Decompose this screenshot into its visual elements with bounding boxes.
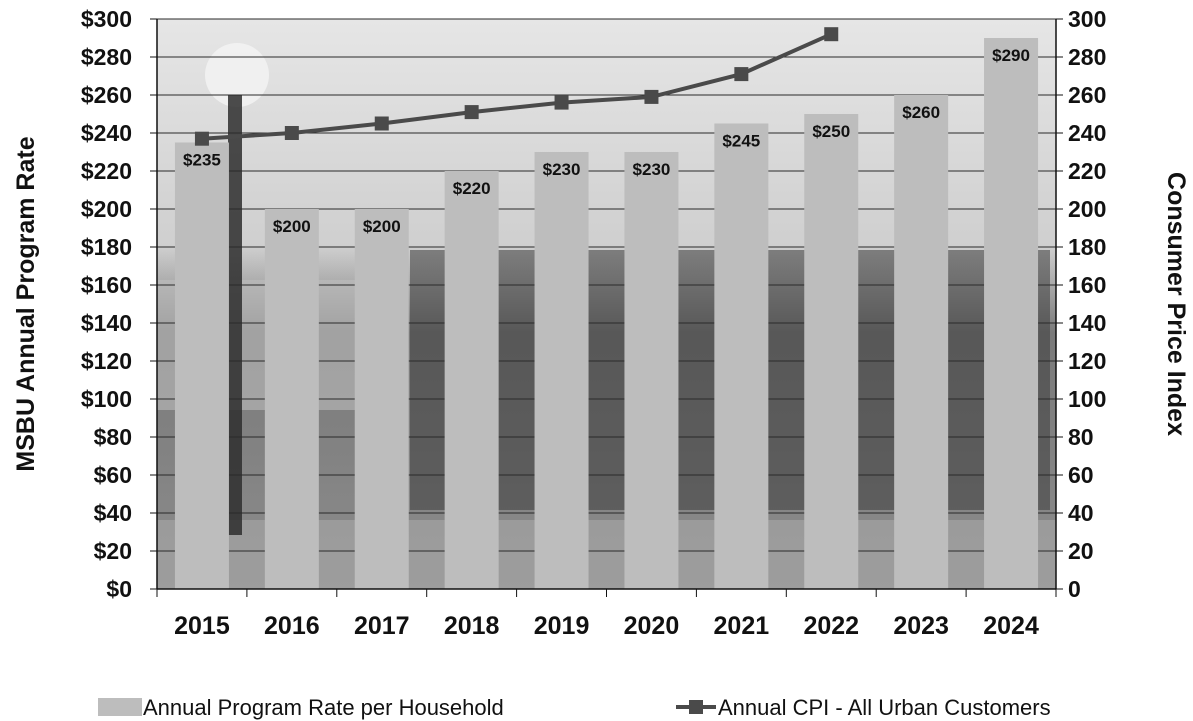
cpi-point-2022 xyxy=(824,27,839,42)
bar-label-2019: $230 xyxy=(543,160,581,179)
left-tick-label: $80 xyxy=(94,424,132,450)
bar-series xyxy=(174,38,1039,589)
right-tick-label: 200 xyxy=(1068,196,1106,222)
right-tick-label: 300 xyxy=(1068,6,1106,32)
bar-2024 xyxy=(984,38,1039,589)
legend: Annual Program Rate per Household Annual… xyxy=(98,695,1051,720)
cpi-point-2018 xyxy=(464,105,479,120)
cpi-point-2017 xyxy=(374,116,389,131)
bar-label-2018: $220 xyxy=(453,179,491,198)
bar-2017 xyxy=(354,209,409,589)
bar-label-2021: $245 xyxy=(722,132,760,151)
right-tick-label: 240 xyxy=(1068,120,1106,146)
left-tick-label: $260 xyxy=(81,82,132,108)
x-tick-label-2020: 2020 xyxy=(624,612,680,640)
x-tick-label-2017: 2017 xyxy=(354,612,410,640)
x-tick-label-2016: 2016 xyxy=(264,612,320,640)
left-tick-label: $0 xyxy=(106,576,132,602)
left-tick-label: $180 xyxy=(81,234,132,260)
right-tick-label: 260 xyxy=(1068,82,1106,108)
legend-line-marker xyxy=(689,700,703,714)
left-tick-label: $240 xyxy=(81,120,132,146)
right-tick-label: 280 xyxy=(1068,44,1106,70)
right-tick-label: 120 xyxy=(1068,348,1106,374)
left-tick-label: $280 xyxy=(81,44,132,70)
right-tick-label: 140 xyxy=(1068,310,1106,336)
left-tick-label: $40 xyxy=(94,500,132,526)
left-tick-label: $120 xyxy=(81,348,132,374)
right-tick-label: 160 xyxy=(1068,272,1106,298)
bar-2018 xyxy=(444,171,499,589)
bar-2020 xyxy=(624,152,679,589)
right-tick-label: 60 xyxy=(1068,462,1094,488)
cpi-line-series xyxy=(194,27,839,146)
left-tick-label: $200 xyxy=(81,196,132,222)
left-tick-label: $300 xyxy=(81,6,132,32)
right-tick-label: 220 xyxy=(1068,158,1106,184)
left-tick-label: $100 xyxy=(81,386,132,412)
left-tick-label: $220 xyxy=(81,158,132,184)
bar-label-2024: $290 xyxy=(992,46,1030,65)
right-tick-label: 0 xyxy=(1068,576,1081,602)
legend-bar-swatch xyxy=(98,698,142,716)
bar-label-2016: $200 xyxy=(273,217,311,236)
bar-label-2017: $200 xyxy=(363,217,401,236)
x-tick-label-2019: 2019 xyxy=(534,612,590,640)
bar-label-2022: $250 xyxy=(812,122,850,141)
x-axis-ticks: 2015 2016 2017 2018 2019 2020 2021 2022 2023 2024 xyxy=(156,589,1057,640)
x-tick-label-2024: 2024 xyxy=(983,612,1039,640)
cpi-point-2021 xyxy=(734,67,749,82)
x-tick-label-2021: 2021 xyxy=(714,612,770,640)
bar-label-2015: $235 xyxy=(183,151,221,170)
right-tick-label: 20 xyxy=(1068,538,1094,564)
left-tick-label: $20 xyxy=(94,538,132,564)
left-tick-label: $160 xyxy=(81,272,132,298)
bar-2022 xyxy=(804,114,859,589)
cpi-point-2015 xyxy=(194,131,209,146)
cpi-point-2019 xyxy=(554,95,569,110)
left-axis-label: MSBU Annual Program Rate xyxy=(12,136,40,471)
bar-2021 xyxy=(714,123,769,589)
right-tick-label: 100 xyxy=(1068,386,1106,412)
cpi-line xyxy=(201,32,833,141)
left-tick-label: $60 xyxy=(94,462,132,488)
bar-2015 xyxy=(174,142,229,589)
x-tick-label-2015: 2015 xyxy=(174,612,230,640)
x-tick-label-2018: 2018 xyxy=(444,612,500,640)
right-tick-label: 180 xyxy=(1068,234,1106,260)
legend-line-label: Annual CPI - All Urban Customers xyxy=(718,695,1051,720)
left-axis-ticks: $0 $20 $40 $60 $80 $100 $120 $140 $160 $180 $200 $2… xyxy=(81,6,157,602)
bar-label-2023: $260 xyxy=(902,103,940,122)
bar-data-labels: $235 $200 $200 $220 $230 $230 $245 $250 $260 $290 xyxy=(183,46,1030,236)
bar-2023 xyxy=(894,95,949,589)
x-tick-label-2023: 2023 xyxy=(893,612,949,640)
x-tick-label-2022: 2022 xyxy=(803,612,859,640)
right-tick-label: 80 xyxy=(1068,424,1094,450)
bar-label-2020: $230 xyxy=(633,160,671,179)
right-axis-ticks: 0 20 40 60 80 100 120 140 160 180 200 220 240 260 280 3… xyxy=(1056,6,1106,602)
bar-2016 xyxy=(264,209,319,589)
right-tick-label: 40 xyxy=(1068,500,1094,526)
cpi-point-2016 xyxy=(284,126,299,140)
cpi-point-2020 xyxy=(644,89,659,104)
left-tick-label: $140 xyxy=(81,310,132,336)
right-axis-label: Consumer Price Index xyxy=(1162,172,1190,436)
bar-2019 xyxy=(534,152,589,589)
legend-bar-label: Annual Program Rate per Household xyxy=(143,695,504,720)
